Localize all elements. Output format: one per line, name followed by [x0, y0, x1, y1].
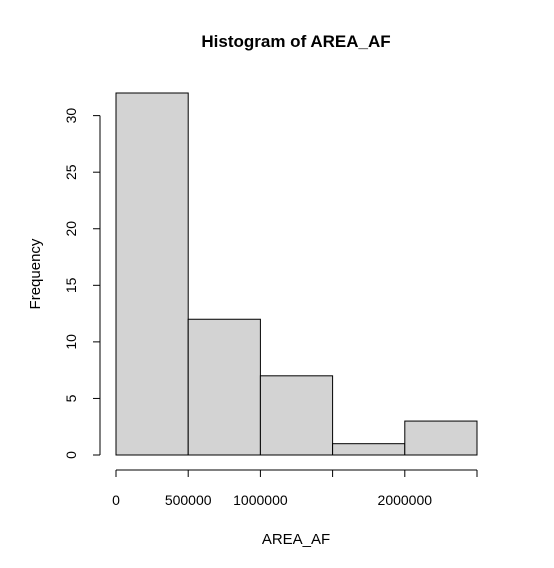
- histogram-bar-4: [332, 443, 406, 456]
- histogram-bar-5: [404, 420, 478, 456]
- y-tick-label: 25: [63, 164, 79, 180]
- x-tick-label: 0: [112, 492, 120, 508]
- y-tick-label: 10: [63, 334, 79, 350]
- histogram-bars: [115, 92, 478, 456]
- histogram-bar-1: [115, 92, 189, 456]
- x-axis-label: AREA_AF: [262, 531, 330, 548]
- y-axis: 0 5 10 15 20 25 30: [63, 108, 101, 459]
- y-tick-label: 30: [63, 108, 79, 124]
- histogram-bar-3: [259, 375, 334, 456]
- y-tick-label: 5: [63, 394, 79, 402]
- y-tick-label: 15: [63, 277, 79, 293]
- x-tick-label: 500000: [165, 492, 212, 508]
- y-tick-label: 20: [63, 221, 79, 237]
- y-axis-label: Frequency: [27, 238, 44, 309]
- histogram-bar-2: [187, 318, 261, 456]
- x-tick-label: 1000000: [233, 492, 288, 508]
- chart-title: Histogram of AREA_AF: [201, 32, 390, 51]
- x-tick-label: 2000000: [378, 492, 433, 508]
- x-axis: 0 500000 1000000 2000000: [112, 469, 478, 508]
- y-tick-label: 0: [63, 451, 79, 459]
